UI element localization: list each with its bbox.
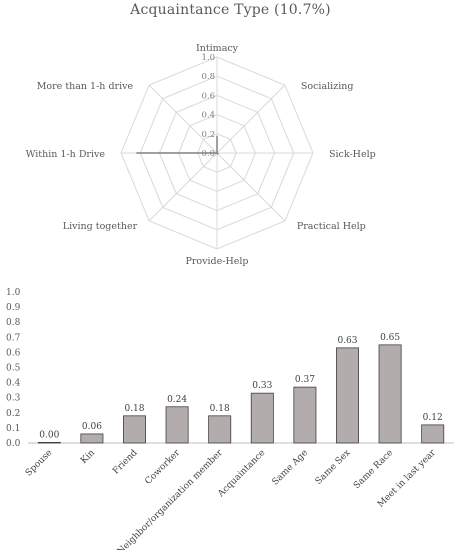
radar-chart-title: Acquaintance Type (10.7%) bbox=[130, 2, 331, 18]
radar-axis-label: More than 1-h drive bbox=[37, 81, 134, 92]
bar-value-label: 0.00 bbox=[39, 430, 59, 440]
y-tick-label: 0.0 bbox=[6, 439, 21, 449]
y-tick-label: 0.4 bbox=[6, 379, 21, 389]
bar-value-label: 0.65 bbox=[380, 333, 400, 343]
x-category-label: Spouse bbox=[24, 448, 54, 478]
bar bbox=[250, 392, 274, 444]
bar-value-label: 0.06 bbox=[82, 422, 102, 432]
bar bbox=[165, 406, 189, 444]
bar bbox=[123, 415, 146, 444]
radar-tick-label: 0.0 bbox=[201, 149, 215, 159]
bar bbox=[378, 344, 402, 444]
y-tick-label: 0.5 bbox=[6, 364, 21, 374]
bar-value-label: 0.63 bbox=[337, 336, 357, 346]
radar-axis-label: Intimacy bbox=[196, 43, 239, 54]
bar-chart: 0.0 0.1 0.2 0.3 0.4 0.5 0.6 0.7 0.8 0.9 1.0 0.00 Spo… bbox=[6, 288, 454, 550]
x-category-label: Same Race bbox=[352, 448, 395, 491]
bar bbox=[208, 415, 232, 444]
bar bbox=[37, 441, 61, 444]
radar-axis-label: Practical Help bbox=[297, 221, 366, 232]
bar bbox=[421, 424, 445, 444]
radar-axis-label: Socializing bbox=[301, 81, 354, 92]
x-category-label: Kin bbox=[79, 448, 97, 466]
x-category-label: Friend bbox=[111, 448, 140, 477]
bar bbox=[293, 386, 317, 444]
bar-value-label: 0.18 bbox=[124, 404, 144, 414]
radar-tick-label: 1.0 bbox=[201, 53, 215, 63]
bar bbox=[80, 433, 104, 444]
radar-tick-label: 0.2 bbox=[201, 130, 215, 140]
y-tick-label: 0.8 bbox=[6, 318, 21, 328]
radar-axis-label: Sick-Help bbox=[329, 149, 376, 160]
radar-axis-label: Provide-Help bbox=[186, 256, 249, 267]
x-category-label: Same Sex bbox=[314, 448, 353, 487]
radar-spoke bbox=[148, 152, 218, 222]
x-category-label: Same Age bbox=[271, 448, 310, 487]
radar-spoke bbox=[216, 84, 286, 154]
bar-value-label: 0.12 bbox=[423, 413, 443, 423]
y-tick-label: 0.9 bbox=[6, 303, 21, 313]
bar-value-label: 0.37 bbox=[295, 375, 315, 385]
bar-value-label: 0.24 bbox=[167, 395, 187, 405]
y-tick-label: 0.6 bbox=[6, 348, 21, 358]
radar-axis-label: Within 1-h Drive bbox=[26, 149, 106, 160]
radar-tick-label: 0.6 bbox=[201, 91, 215, 101]
y-tick-label: 0.7 bbox=[6, 333, 21, 343]
radar-axis-label: Living together bbox=[63, 221, 138, 232]
radar-spoke bbox=[148, 84, 218, 154]
bar-value-label: 0.18 bbox=[210, 404, 230, 414]
y-tick-label: 0.3 bbox=[6, 394, 21, 404]
bar-value-label: 0.33 bbox=[252, 381, 272, 391]
y-tick-label: 0.1 bbox=[6, 424, 20, 434]
x-category-label: Coworker bbox=[143, 448, 182, 487]
y-tick-label: 1.0 bbox=[6, 288, 21, 298]
radar-spoke bbox=[216, 152, 286, 222]
bar bbox=[336, 347, 359, 444]
y-tick-label: 0.2 bbox=[6, 409, 20, 419]
radar-tick-label: 0.4 bbox=[201, 111, 215, 121]
radar-tick-label: 0.8 bbox=[201, 72, 215, 82]
